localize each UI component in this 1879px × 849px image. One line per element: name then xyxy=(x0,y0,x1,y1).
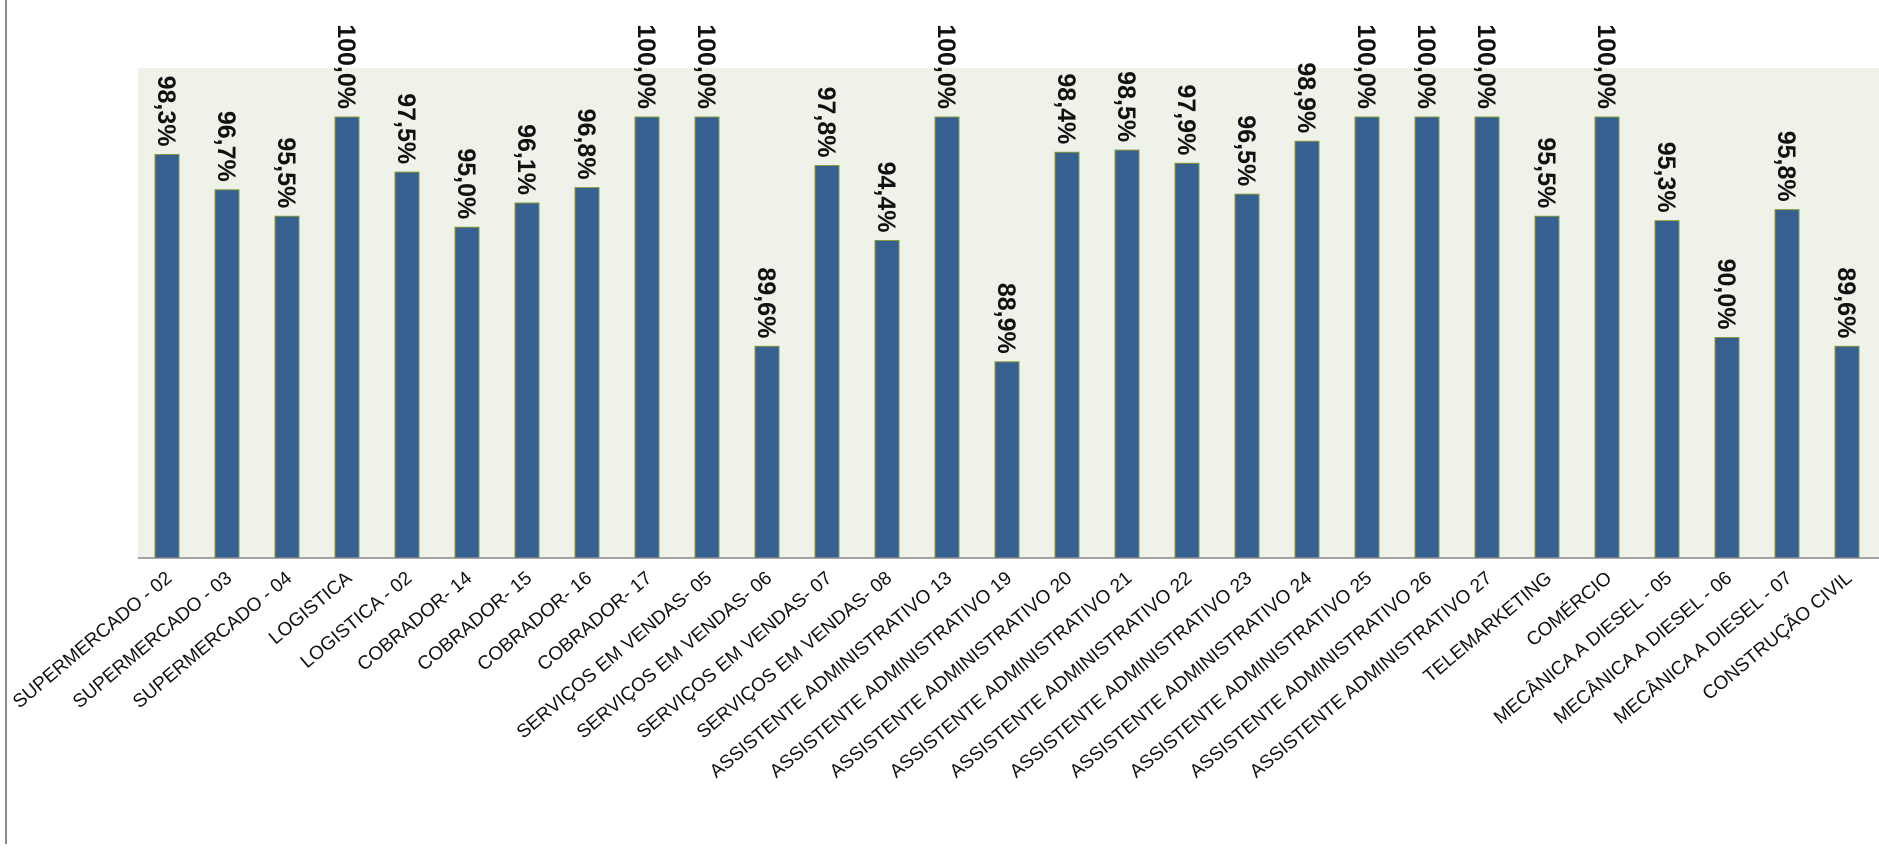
bar xyxy=(274,215,300,559)
bar-value-label: 95,5% xyxy=(272,137,300,208)
bar-value-label: 98,3% xyxy=(152,76,180,147)
bar-value-label: 97,5% xyxy=(392,93,420,164)
bar xyxy=(1414,116,1440,559)
bar-value-label: 89,6% xyxy=(752,267,780,338)
bar-value-label: 97,8% xyxy=(812,87,840,158)
bar-value-label: 100,0% xyxy=(692,24,720,109)
bar xyxy=(334,116,360,559)
bar-value-label: 98,5% xyxy=(1112,71,1140,142)
bar-value-label: 96,1% xyxy=(512,124,540,195)
bar xyxy=(514,202,540,559)
bar xyxy=(634,116,660,559)
bar-value-label: 100,0% xyxy=(632,24,660,109)
bar-value-label: 96,7% xyxy=(212,111,240,182)
bar xyxy=(934,116,960,559)
bar xyxy=(994,361,1020,559)
bar xyxy=(814,165,840,559)
bar-value-label: 100,0% xyxy=(1412,24,1440,109)
bar xyxy=(1594,116,1620,559)
bar xyxy=(454,226,480,559)
bar xyxy=(1114,149,1140,559)
bars-group xyxy=(154,116,1860,559)
bar xyxy=(574,187,600,559)
bar-value-label: 95,0% xyxy=(452,148,480,219)
bar-value-label: 100,0% xyxy=(1352,24,1380,109)
bar xyxy=(1534,215,1560,559)
bar-value-label: 95,5% xyxy=(1532,137,1560,208)
bar xyxy=(754,345,780,559)
bar xyxy=(1174,162,1200,559)
bar xyxy=(1294,140,1320,559)
bar-value-label: 100,0% xyxy=(332,24,360,109)
bar-value-label: 90,0% xyxy=(1712,259,1740,330)
bar xyxy=(1234,193,1260,559)
bar xyxy=(394,171,420,559)
bar-value-label: 100,0% xyxy=(932,24,960,109)
bar-value-label: 94,4% xyxy=(872,162,900,233)
bar-value-label: 98,4% xyxy=(1052,73,1080,144)
bar-value-label: 96,5% xyxy=(1232,115,1260,186)
bar xyxy=(1834,345,1860,559)
bar xyxy=(154,153,180,559)
value-labels-group: 98,3% 96,7% 95,5% 100,0% 97,5% 95,0% 96,1% 96,8… xyxy=(152,24,1860,354)
bar-value-label: 98,9% xyxy=(1292,62,1320,133)
bar-value-label: 100,0% xyxy=(1592,24,1620,109)
bar-value-label: 88,9% xyxy=(992,283,1020,354)
bar xyxy=(214,189,240,559)
bar xyxy=(694,116,720,559)
bar-value-label: 95,8% xyxy=(1772,131,1800,202)
bar xyxy=(1654,220,1680,559)
bar-value-label: 97,9% xyxy=(1172,84,1200,155)
bar-value-label: 89,6% xyxy=(1832,267,1860,338)
bar xyxy=(1474,116,1500,559)
bar xyxy=(1354,116,1380,559)
bar-value-label: 100,0% xyxy=(1472,24,1500,109)
bar xyxy=(1714,337,1740,559)
bar-value-label: 95,3% xyxy=(1652,142,1680,213)
bar-value-label: 96,8% xyxy=(572,109,600,180)
bar xyxy=(1774,209,1800,559)
bar xyxy=(874,239,900,559)
bar xyxy=(1054,151,1080,559)
